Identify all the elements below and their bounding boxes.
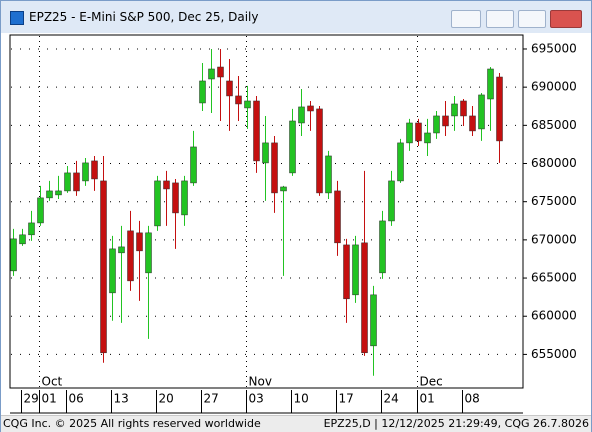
x-tick-label: 13 [114,392,129,406]
maximize-button[interactable] [518,10,546,28]
minimize-button[interactable] [486,10,514,28]
x-tick-label: 06 [69,392,84,406]
candle-body [217,66,224,78]
candle-body [442,115,449,127]
candle-body [208,68,215,80]
x-tick-label: 01 [420,392,435,406]
candle-body [424,132,431,144]
y-tick-label: 695000 [531,41,577,55]
candle-body [370,294,377,347]
copyright: CQG Inc. © 2025 All rights reserved worl… [3,417,261,430]
candle-body [352,244,359,296]
candle-body [316,108,323,194]
candle-body [235,95,242,105]
candle-body [325,155,332,194]
candle-body [298,106,305,124]
candle-body [136,232,143,252]
title-bar: EPZ25 - E-Mini S&P 500, Dec 25, Daily [1,1,591,33]
x-tick-label: 24 [384,392,399,406]
x-tick-label: 10 [294,392,309,406]
y-tick-label: 670000 [531,232,577,246]
status-info: EPZ25,D | 12/12/2025 21:29:49, CQG 26.7.… [323,417,589,430]
candle-body [271,142,278,194]
candle-body [145,232,152,274]
x-tick-label: 08 [465,392,480,406]
x-tick-label: 27 [204,392,219,406]
candle-body [100,180,107,354]
candle-body [253,100,260,162]
month-label: Nov [249,375,272,389]
candle-body [361,242,368,354]
y-tick-label: 665000 [531,271,577,285]
candle-body [433,115,440,134]
window-title: EPZ25 - E-Mini S&P 500, Dec 25, Daily [29,10,259,24]
candle-body [109,248,116,294]
candle-body [55,190,62,196]
candle-body [10,238,17,272]
close-button[interactable] [550,10,582,28]
candle-body [460,100,467,117]
month-label: Oct [42,375,63,389]
candle-body [496,76,503,142]
candle-body [37,197,44,224]
plot-frame [9,34,524,389]
candle-body [469,115,476,132]
candle-body [64,172,71,192]
candle-body [28,222,35,236]
candle-body [199,80,206,104]
candle-body [91,160,98,180]
y-tick-label: 680000 [531,156,577,170]
candle-body [289,120,296,174]
x-tick-label: 03 [249,392,264,406]
x-tick-label: 29 [24,392,39,406]
month-label: Dec [420,375,443,389]
candle-body [127,230,134,282]
y-tick-label: 660000 [531,309,577,323]
y-tick-label: 655000 [531,347,577,361]
candle-body [388,180,395,222]
x-tick-label: 20 [159,392,174,406]
candle-body [487,68,494,100]
app-icon [10,11,24,25]
candle-body [163,180,170,190]
candle-body [406,122,413,144]
candle-body [154,180,161,227]
candle-body [226,80,233,97]
candle-body [343,244,350,300]
candle-body [244,100,251,109]
candle-body [172,182,179,214]
candle-body [280,186,287,192]
candle-body [379,220,386,274]
candle-body [73,172,80,192]
candle-body [397,142,404,182]
candle-body [307,105,314,112]
candle-body [82,162,89,182]
x-tick-label: 17 [339,392,354,406]
y-tick-label: 675000 [531,194,577,208]
chart: 655000 660000 665000 670000 675000 680000 6850… [9,34,577,414]
candle-body [415,122,422,142]
y-tick-label: 685000 [531,118,577,132]
candle-body [478,94,485,130]
candle-body [451,103,458,117]
candle-body [19,234,26,245]
candle-body [118,246,125,254]
status-bar: CQG Inc. © 2025 All rights reserved worl… [1,415,591,432]
candle-body [190,146,197,184]
candle-body [46,190,53,199]
candle-body [181,180,188,216]
y-tick-label: 690000 [531,80,577,94]
link-button[interactable] [451,10,481,28]
candle-body [334,190,341,244]
candle-body [262,142,269,164]
x-tick-label: 01 [42,392,57,406]
